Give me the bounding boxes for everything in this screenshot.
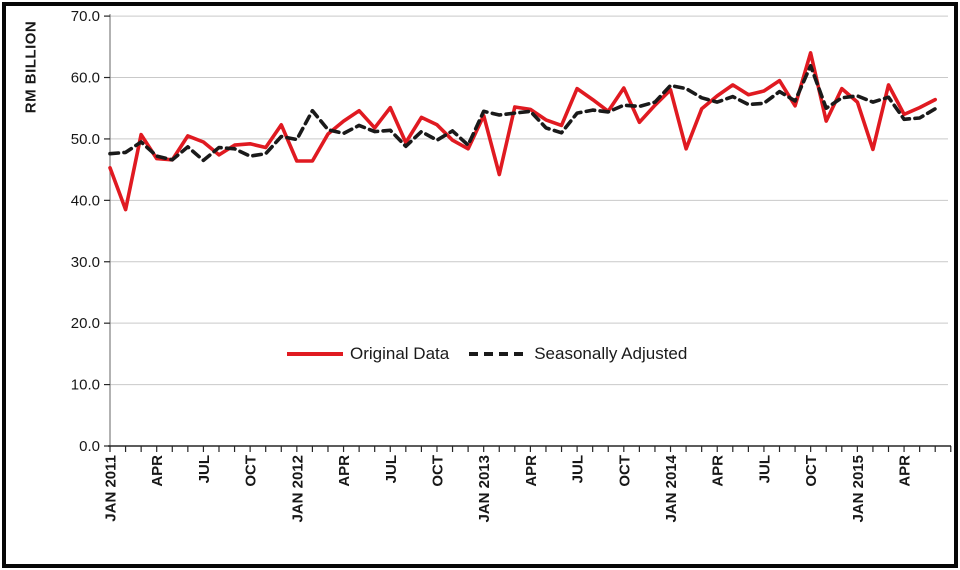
x-tick-label: JUL	[570, 455, 587, 483]
x-tick-label: JAN 2012	[289, 455, 306, 523]
x-tick-label: JUL	[196, 455, 213, 483]
legend-original-line-swatch	[287, 352, 343, 356]
y-axis-title: RM BILLION	[22, 20, 40, 114]
x-tick-label: OCT	[803, 455, 820, 487]
x-tick-label: JAN 2013	[476, 455, 493, 523]
y-tick-label: 40.0	[71, 192, 100, 209]
x-tick-label: JAN 2011	[103, 455, 120, 522]
y-tick-label: 10.0	[71, 377, 100, 394]
y-tick-label: 60.0	[71, 70, 100, 87]
y-tick-label: 20.0	[71, 315, 100, 332]
legend-original-label: Original Data	[350, 344, 450, 363]
x-tick-label: APR	[336, 455, 353, 487]
x-tick-label: APR	[149, 455, 166, 487]
series-original-data-line	[108, 51, 938, 212]
legend-adjusted-line-swatch	[469, 352, 528, 356]
x-tick-label: JAN 2014	[663, 454, 680, 522]
x-tick-label: JUL	[756, 455, 773, 483]
y-tick-label: 30.0	[71, 254, 100, 271]
x-tick-label: APR	[897, 455, 914, 487]
series-seasonally-adjusted-line	[108, 64, 938, 163]
x-tick-label: JUL	[383, 455, 400, 483]
y-tick-label: 0.0	[79, 438, 100, 455]
y-tick-label: 70.0	[71, 8, 100, 25]
x-tick-label: JAN 2015	[850, 455, 867, 523]
x-tick-label: APR	[710, 455, 727, 487]
x-tick-label: OCT	[429, 455, 446, 487]
legend-adjusted-label: Seasonally Adjusted	[534, 344, 688, 363]
x-tick-label: OCT	[243, 455, 260, 487]
y-tick-label: 50.0	[71, 131, 100, 148]
legend: Original Data Seasonally Adjusted	[287, 344, 687, 364]
x-tick-label: APR	[523, 455, 540, 487]
x-tick-label: OCT	[616, 455, 633, 487]
